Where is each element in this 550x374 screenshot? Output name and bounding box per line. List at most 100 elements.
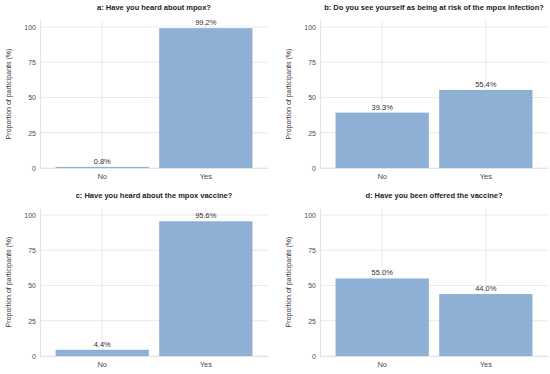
figure: 0.8%99.2%0255075100NoYesa: Have you hear… [0,0,550,374]
x-tick-label: No [377,172,387,181]
y-tick-label: 100 [24,24,36,31]
y-tick: 100 [304,24,320,31]
y-tick: 100 [24,24,40,31]
y-tick: 0 [312,165,320,172]
x-tick-label: Yes [200,360,212,369]
x-tick-label: No [97,360,107,369]
y-tick-label: 75 [28,247,36,254]
x-grid-line [102,208,103,356]
y-tick-label: 25 [28,130,36,137]
title: d: Have you been offered the vaccine? [365,191,503,200]
y-axis-title: Proportion of participants (%) [5,49,13,140]
data-label: 55.0% [372,268,394,277]
bar [439,294,532,356]
x-tick-label: No [97,172,107,181]
y-tick-label: 25 [28,318,36,325]
grid [320,208,548,356]
y-grid-line [320,250,548,251]
y-tick-label: 25 [308,130,316,137]
y-tick: 50 [28,282,40,289]
x-tick-label: No [377,360,387,369]
y-axis-line [320,209,321,357]
x-tick: Yes [200,356,212,369]
data-label: 0.8% [94,157,111,166]
y-tick: 100 [24,212,40,219]
y-tick-label: 75 [308,247,316,254]
y-axis: 0 25 50 75 100 [304,21,320,172]
panel: 0.8%99.2%0255075100NoYesa: Have you hear… [5,3,269,181]
x-tick: Yes [480,356,492,369]
y-tick: 75 [28,59,40,66]
panel: 4.4% 95.6% 0 25 50 75 100 No Yes c: Have you hear… [5,191,269,369]
bars [56,221,253,356]
bar [56,167,149,168]
y-tick: 50 [28,94,40,101]
y-tick-label: 25 [308,318,316,325]
title: b: Do you see yourself as being at risk … [324,3,544,12]
x-tick: No [97,168,107,181]
y-axis-title: Proportion of participants (%) [285,49,293,140]
data-label: 39.3% [372,103,394,112]
x-axis-line [41,168,269,169]
bars [336,90,533,168]
data-label: 55.4% [475,80,497,89]
grid [40,208,268,356]
x-tick-label: Yes [480,360,492,369]
data-label: 95.6% [195,211,217,220]
y-axis: 0 25 50 75 100 [304,209,320,360]
y-tick-label: 0 [32,353,36,360]
y-grid-line [320,62,548,63]
x-tick-label: Yes [480,172,492,181]
grid [40,20,268,168]
x-axis-line [321,356,549,357]
y-tick-label: 75 [308,59,316,66]
x-axis: No Yes [321,168,549,181]
y-axis-title: Proportion of participants (%) [285,237,293,328]
y-tick: 75 [28,247,40,254]
x-axis: No Yes [41,168,269,181]
bars [56,28,253,168]
y-tick: 0 [32,165,40,172]
bar [56,350,149,356]
y-tick: 25 [28,318,40,325]
y-tick-label: 0 [32,165,36,172]
y-tick: 0 [32,353,40,360]
data-label: 4.4% [94,340,111,349]
x-tick: No [377,168,387,181]
x-axis-line [321,168,549,169]
y-tick: 50 [308,94,320,101]
y-tick-label: 50 [308,94,316,101]
x-tick: No [377,356,387,369]
y-tick: 25 [308,318,320,325]
y-grid-line [320,27,548,28]
bar [159,221,252,356]
panel: 55.0%44.0%0255075100NoYesd: Have you bee… [285,191,549,369]
x-tick: Yes [480,168,492,181]
data-label: 99.2% [195,18,217,27]
grid [320,20,548,168]
y-axis: 0 25 50 75 100 [24,209,40,360]
x-tick: No [97,356,107,369]
bar [336,113,429,168]
bar [336,278,429,356]
x-axis-line [41,356,269,357]
x-tick-label: Yes [200,172,212,181]
x-tick: Yes [200,168,212,181]
y-tick-label: 50 [308,282,316,289]
y-axis-line [320,21,321,169]
x-axis: No Yes [321,356,549,369]
y-tick-label: 100 [24,212,36,219]
y-tick: 0 [312,353,320,360]
y-tick-label: 0 [312,165,316,172]
y-tick: 25 [308,130,320,137]
y-tick-label: 100 [304,24,316,31]
panel: 39.3% 55.4% 0 25 50 75 100 No Yes b: Do you see y… [285,3,549,181]
y-tick: 25 [28,130,40,137]
y-tick-label: 100 [304,212,316,219]
y-tick-label: 0 [312,353,316,360]
y-tick: 75 [308,247,320,254]
title: c: Have you heard about the mpox vaccine… [76,191,233,200]
y-tick: 75 [308,59,320,66]
y-grid-line [40,27,268,28]
y-tick-label: 75 [28,59,36,66]
